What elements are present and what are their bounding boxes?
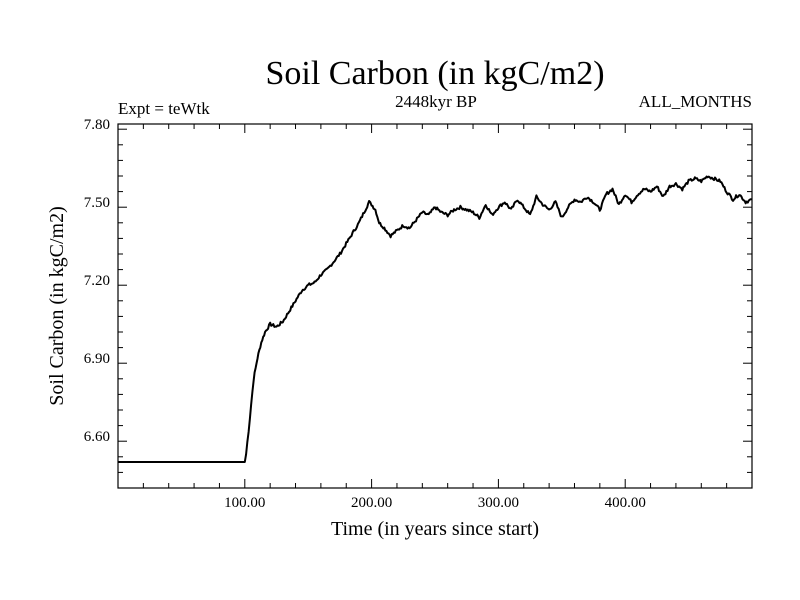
experiment-label: Expt = teWtk — [118, 99, 210, 118]
y-tick-label: 7.20 — [84, 273, 110, 289]
x-tick-label: 300.00 — [478, 495, 519, 511]
x-axis-label: Time (in years since start) — [331, 518, 539, 540]
chart-subtitle: 2448kyr BP — [395, 92, 477, 111]
y-tick-label: 7.80 — [84, 117, 110, 133]
tick-marks — [118, 124, 752, 488]
x-tick-label: 100.00 — [224, 495, 265, 511]
plot-frame — [117, 123, 753, 489]
y-tick-label: 7.50 — [84, 195, 110, 211]
x-tick-label: 200.00 — [351, 495, 392, 511]
y-tick-label: 6.60 — [84, 429, 110, 445]
tick-labels: 100.00 200.00 300.00 400.00 6.60 6.90 7.20 7.50… — [84, 117, 646, 511]
x-tick-label: 400.00 — [605, 495, 646, 511]
soil-carbon-series-line — [118, 175, 753, 463]
y-axis-label: Soil Carbon (in kgC/m2) — [46, 206, 68, 405]
months-label: ALL_MONTHS — [639, 92, 752, 111]
y-tick-label: 6.90 — [84, 351, 110, 367]
chart-title: Soil Carbon (in kgC/m2) — [265, 55, 604, 92]
